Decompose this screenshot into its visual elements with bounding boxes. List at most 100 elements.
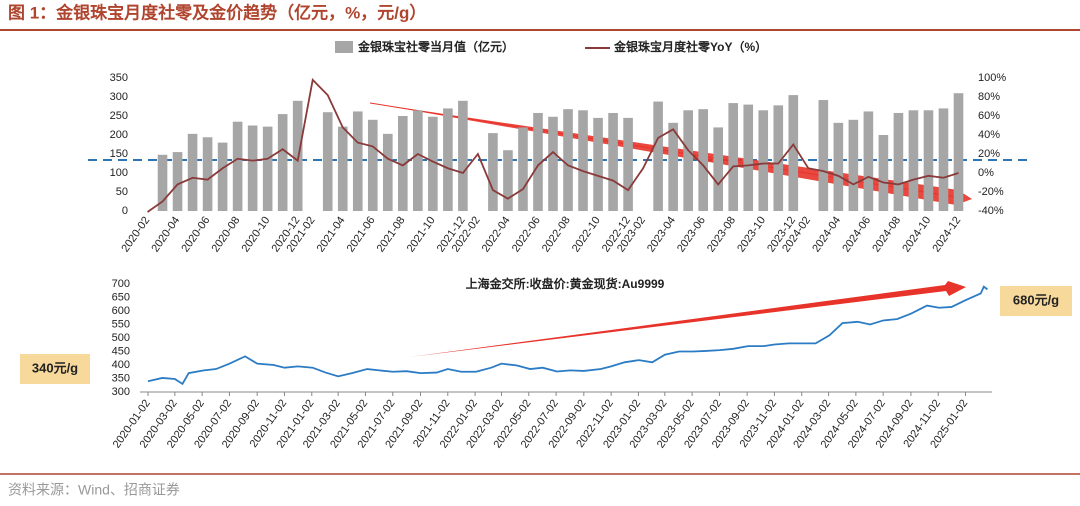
bar (578, 110, 588, 211)
bar (653, 101, 663, 211)
bar (953, 93, 964, 211)
bar (443, 108, 453, 211)
page-title: 图 1：金银珠宝月度社零及金价趋势（亿元，%，元/g） (8, 2, 426, 22)
y2-tick-label: 0% (978, 167, 994, 179)
y2-tick-label: 60% (978, 110, 1000, 122)
y2-tick-label: -40% (978, 205, 1004, 217)
bar (202, 137, 213, 211)
bar (818, 100, 829, 211)
bar (232, 121, 243, 211)
bar (728, 103, 739, 211)
x-tick-label: 2024-10 (900, 215, 933, 255)
x-tick-label: 2024-12 (930, 215, 963, 255)
y-tick-label: 350 (112, 372, 130, 384)
y2-tick-label: -20% (978, 186, 1004, 198)
bar (668, 122, 678, 211)
x-tick-label: 2020-08 (209, 215, 242, 255)
x-tick-label: 2021-10 (405, 215, 438, 255)
bar (413, 110, 423, 211)
chart-subtitle: 上海金交所:收盘价:黄金现货:Au9999 (466, 276, 665, 291)
bar (713, 127, 724, 211)
y-tick-label: 150 (110, 148, 128, 160)
y-tick-label: 450 (112, 345, 130, 357)
bar (277, 114, 288, 211)
bar (683, 110, 693, 211)
y-tick-label: 100 (110, 167, 128, 179)
x-tick-label: 2024-04 (810, 215, 843, 255)
bar (758, 110, 769, 211)
bar (863, 111, 874, 211)
bar (593, 117, 603, 211)
bar (322, 112, 333, 211)
bar (743, 104, 754, 211)
x-tick-label: 2023-04 (645, 215, 678, 255)
x-tick-label: 2022-08 (540, 215, 573, 255)
line (146, 78, 959, 213)
x-tick-label: 2020-04 (149, 215, 182, 255)
legend-label: 金银珠宝月度社零YoY（%） (613, 39, 767, 54)
y-tick-label: 650 (112, 291, 130, 303)
x-tick-label: 2020-10 (240, 215, 273, 255)
bar (893, 112, 904, 211)
bar (623, 117, 633, 211)
x-tick-label: 2021-08 (375, 215, 408, 255)
bar (518, 127, 528, 211)
bar (172, 152, 183, 211)
x-tick-label: 2022-10 (570, 215, 603, 255)
bar (262, 126, 273, 211)
legend-swatch (335, 41, 353, 53)
bar (773, 105, 784, 211)
y-tick-label: 50 (116, 186, 128, 198)
bar (488, 133, 498, 211)
x-tick-label: 2020-02 (119, 215, 152, 255)
bar (938, 108, 949, 211)
annotation: 680元/g (1013, 292, 1059, 307)
y-tick-label: 550 (112, 318, 130, 330)
bar (608, 112, 618, 211)
x-tick-label: 2024-08 (870, 215, 903, 255)
bar (923, 110, 934, 211)
y-tick-label: 400 (112, 359, 130, 371)
x-tick-label: 2023-10 (735, 215, 768, 255)
y-tick-label: 200 (110, 129, 128, 141)
x-tick-label: 2021-04 (315, 215, 348, 255)
y2-tick-label: 80% (978, 91, 1000, 103)
bar (428, 116, 438, 211)
y-tick-label: 500 (112, 332, 130, 344)
bar (247, 125, 258, 211)
y2-tick-label: 40% (978, 129, 1000, 141)
bar (217, 142, 228, 211)
bar (878, 135, 889, 211)
y-tick-label: 300 (112, 386, 130, 398)
x-tick-label: 2024-06 (840, 215, 873, 255)
y-tick-label: 700 (112, 278, 130, 290)
source: 资料来源：Wind、招商证券 (8, 482, 180, 498)
line (147, 285, 988, 386)
bar (187, 133, 198, 211)
bar (352, 111, 363, 211)
annotation-box (20, 354, 90, 384)
y-tick-label: 600 (112, 305, 130, 317)
y2-tick-label: 100% (978, 72, 1006, 84)
bar (533, 112, 543, 211)
bar (458, 100, 468, 211)
bar (503, 150, 513, 211)
y2-tick-label: 20% (978, 148, 1000, 160)
bar (698, 109, 708, 211)
trend-arrow (410, 281, 966, 357)
y-tick-label: 350 (110, 72, 128, 84)
bar (398, 116, 408, 211)
y-tick-label: 250 (110, 110, 128, 122)
annotation: 340元/g (32, 360, 78, 375)
bar (848, 119, 859, 211)
annotation-box (1000, 286, 1072, 316)
x-tick-label: 2022-04 (480, 215, 513, 255)
bar (563, 109, 573, 211)
y-tick-label: 0 (122, 205, 128, 217)
x-tick-label: 2020-06 (179, 215, 212, 255)
bar (367, 119, 378, 211)
x-tick-label: 2022-06 (510, 215, 543, 255)
bar (833, 122, 844, 211)
